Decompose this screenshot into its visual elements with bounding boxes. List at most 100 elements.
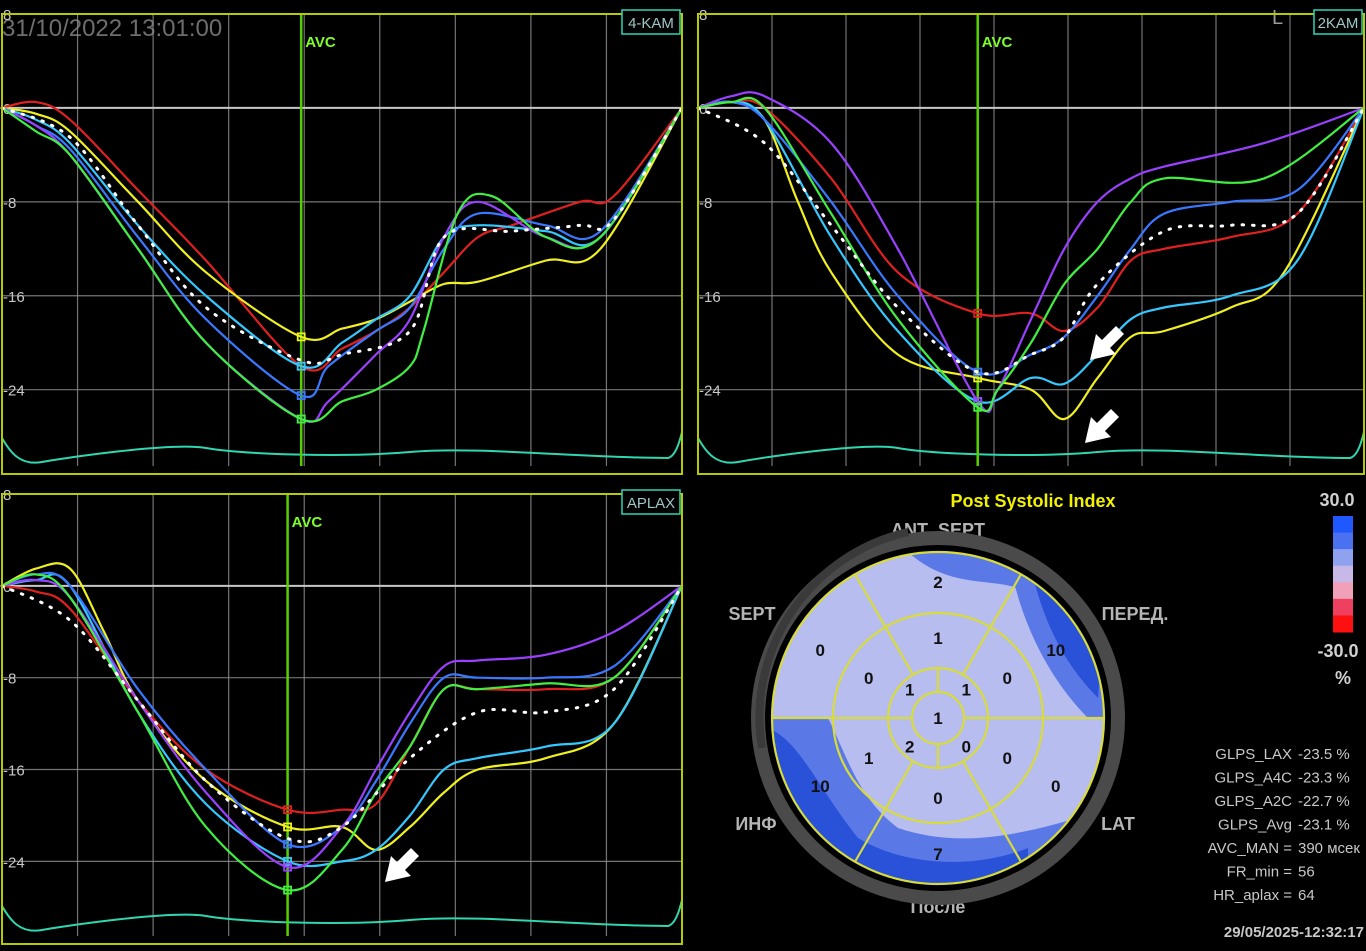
- basal-segment-value: 7: [933, 845, 942, 864]
- view-tag: 4-KAM: [628, 15, 674, 32]
- y-tick-label: -16: [699, 289, 721, 306]
- strain-curve-3: [0, 106, 684, 369]
- bullseye-title: Post Systolic Index: [950, 491, 1115, 511]
- y-tick-label: 8: [699, 7, 707, 24]
- segment-divider: [854, 760, 914, 863]
- avc-point-marker: [973, 308, 983, 318]
- orientation-mark: L: [1272, 7, 1283, 29]
- annotation-arrow-icon: [1085, 409, 1119, 443]
- strain-curve-2: [0, 106, 684, 342]
- segment-divider: [962, 760, 1022, 863]
- strain-curve-5: [0, 578, 684, 869]
- apical-segment-value: 2: [905, 737, 914, 756]
- stat-value: -23.5 %: [1298, 746, 1350, 763]
- basal-segment-value: 2: [933, 573, 942, 592]
- average-strain-curve: [0, 584, 684, 844]
- y-tick-label: -16: [3, 763, 25, 780]
- report-timestamp: 29/05/2025-12:32:17: [1224, 924, 1364, 941]
- exam-datetime: 31/10/2022 13:01:00: [2, 15, 222, 42]
- view-tag-box: [1313, 9, 1363, 35]
- y-tick-label: -8: [3, 195, 16, 212]
- avc-point-marker: [296, 332, 306, 342]
- stat-value: -23.3 %: [1298, 770, 1350, 787]
- avc-point-marker: [283, 885, 293, 895]
- strain-curve-6: [0, 106, 684, 423]
- color-scale-step: [1333, 598, 1353, 616]
- avc-point-marker: [973, 367, 983, 377]
- stat-label: GLPS_Avg: [1218, 817, 1292, 834]
- strain-curve-4: [0, 571, 684, 849]
- stat-label: GLPS_LAX: [1215, 746, 1292, 763]
- basal-segment-value: 0: [815, 641, 824, 660]
- bullseye-arc: [755, 528, 909, 749]
- color-scale-step: [1333, 549, 1353, 567]
- stat-value: 64: [1298, 887, 1315, 904]
- avc-label: AVC: [305, 34, 336, 51]
- label-inf: ИНФ: [735, 814, 776, 834]
- strain-curve-6: [0, 573, 684, 892]
- strain-curve-4: [0, 106, 684, 399]
- color-scale-step: [1333, 516, 1353, 534]
- y-tick-label: -24: [699, 383, 721, 400]
- stat-value: -23.1 %: [1298, 817, 1350, 834]
- view-tag-box: [621, 9, 681, 35]
- stat-label: AVC_MAN =: [1208, 840, 1293, 857]
- color-scale-step: [1333, 565, 1353, 583]
- scale-max: 30.0: [1319, 490, 1354, 510]
- apical-segment-value: 1: [905, 681, 914, 700]
- strain-panel-2kam: 8 0 -8 -16 -24 AVC 2KAM: [696, 7, 1366, 475]
- mid-segment-value: 0: [933, 789, 942, 808]
- apical-segment-value: 0: [962, 737, 971, 756]
- avc-point-marker: [283, 822, 293, 832]
- stat-value: -22.7 %: [1298, 793, 1350, 810]
- y-tick-label: -8: [3, 671, 16, 688]
- view-tag: APLAX: [627, 495, 675, 512]
- global-strain-stats: GLPS_LAX -23.5 % GLPS_A4C -23.3 % GLPS_A2C -2…: [1208, 746, 1361, 904]
- strain-curve-1: [0, 584, 684, 815]
- annotation-arrow-icon: [385, 848, 419, 882]
- strain-curve-4: [696, 100, 1366, 376]
- y-tick-label: 8: [3, 487, 11, 504]
- label-front: ПЕРЕД.: [1102, 604, 1169, 624]
- stat-label: GLPS_A2C: [1214, 793, 1292, 810]
- mid-segment-value: 0: [864, 669, 873, 688]
- strain-curve-1: [696, 99, 1366, 333]
- strain-curve-3: [696, 100, 1366, 404]
- scale-min: -30.0: [1317, 641, 1358, 661]
- y-tick-label: 0: [699, 101, 707, 118]
- mid-segment-value: 1: [933, 629, 942, 648]
- avc-point-marker: [283, 805, 293, 815]
- basal-segment-value: 10: [1046, 641, 1065, 660]
- avc-label: AVC: [292, 514, 323, 531]
- panel-frame: [1, 13, 683, 475]
- color-scale-step: [1333, 615, 1353, 633]
- y-tick-label: -8: [699, 195, 712, 212]
- avc-point-marker: [296, 391, 306, 400]
- avc-point-marker: [296, 414, 306, 424]
- basal-segment-value: 0: [1051, 777, 1060, 796]
- apex-segment-value: 1: [933, 709, 942, 728]
- color-scale: 30.0 -30.0 %: [1317, 490, 1358, 688]
- stat-value: 56: [1298, 864, 1315, 881]
- strain-curve-1: [0, 100, 684, 372]
- mid-segment-value: 1: [864, 749, 873, 768]
- strain-curve-5: [696, 91, 1366, 413]
- strain-curve-3: [0, 573, 684, 868]
- mid-segment-value: 0: [1003, 669, 1012, 688]
- bullseye-plot: Post Systolic Index ANT_SEPT SEPT ПЕРЕД.…: [728, 491, 1168, 917]
- average-strain-curve: [0, 106, 684, 365]
- segment-divider: [854, 573, 914, 676]
- avc-point-marker: [296, 361, 306, 371]
- strain-curve-6: [696, 96, 1366, 413]
- avc-point-marker: [283, 862, 293, 872]
- avc-point-marker: [283, 856, 293, 866]
- y-tick-label: -16: [3, 289, 25, 306]
- ecg-trace: [697, 431, 1365, 464]
- panel-frame: [697, 13, 1365, 475]
- ecg-trace: [1, 431, 683, 464]
- avc-point-marker: [283, 839, 293, 849]
- avc-point-marker: [973, 402, 983, 412]
